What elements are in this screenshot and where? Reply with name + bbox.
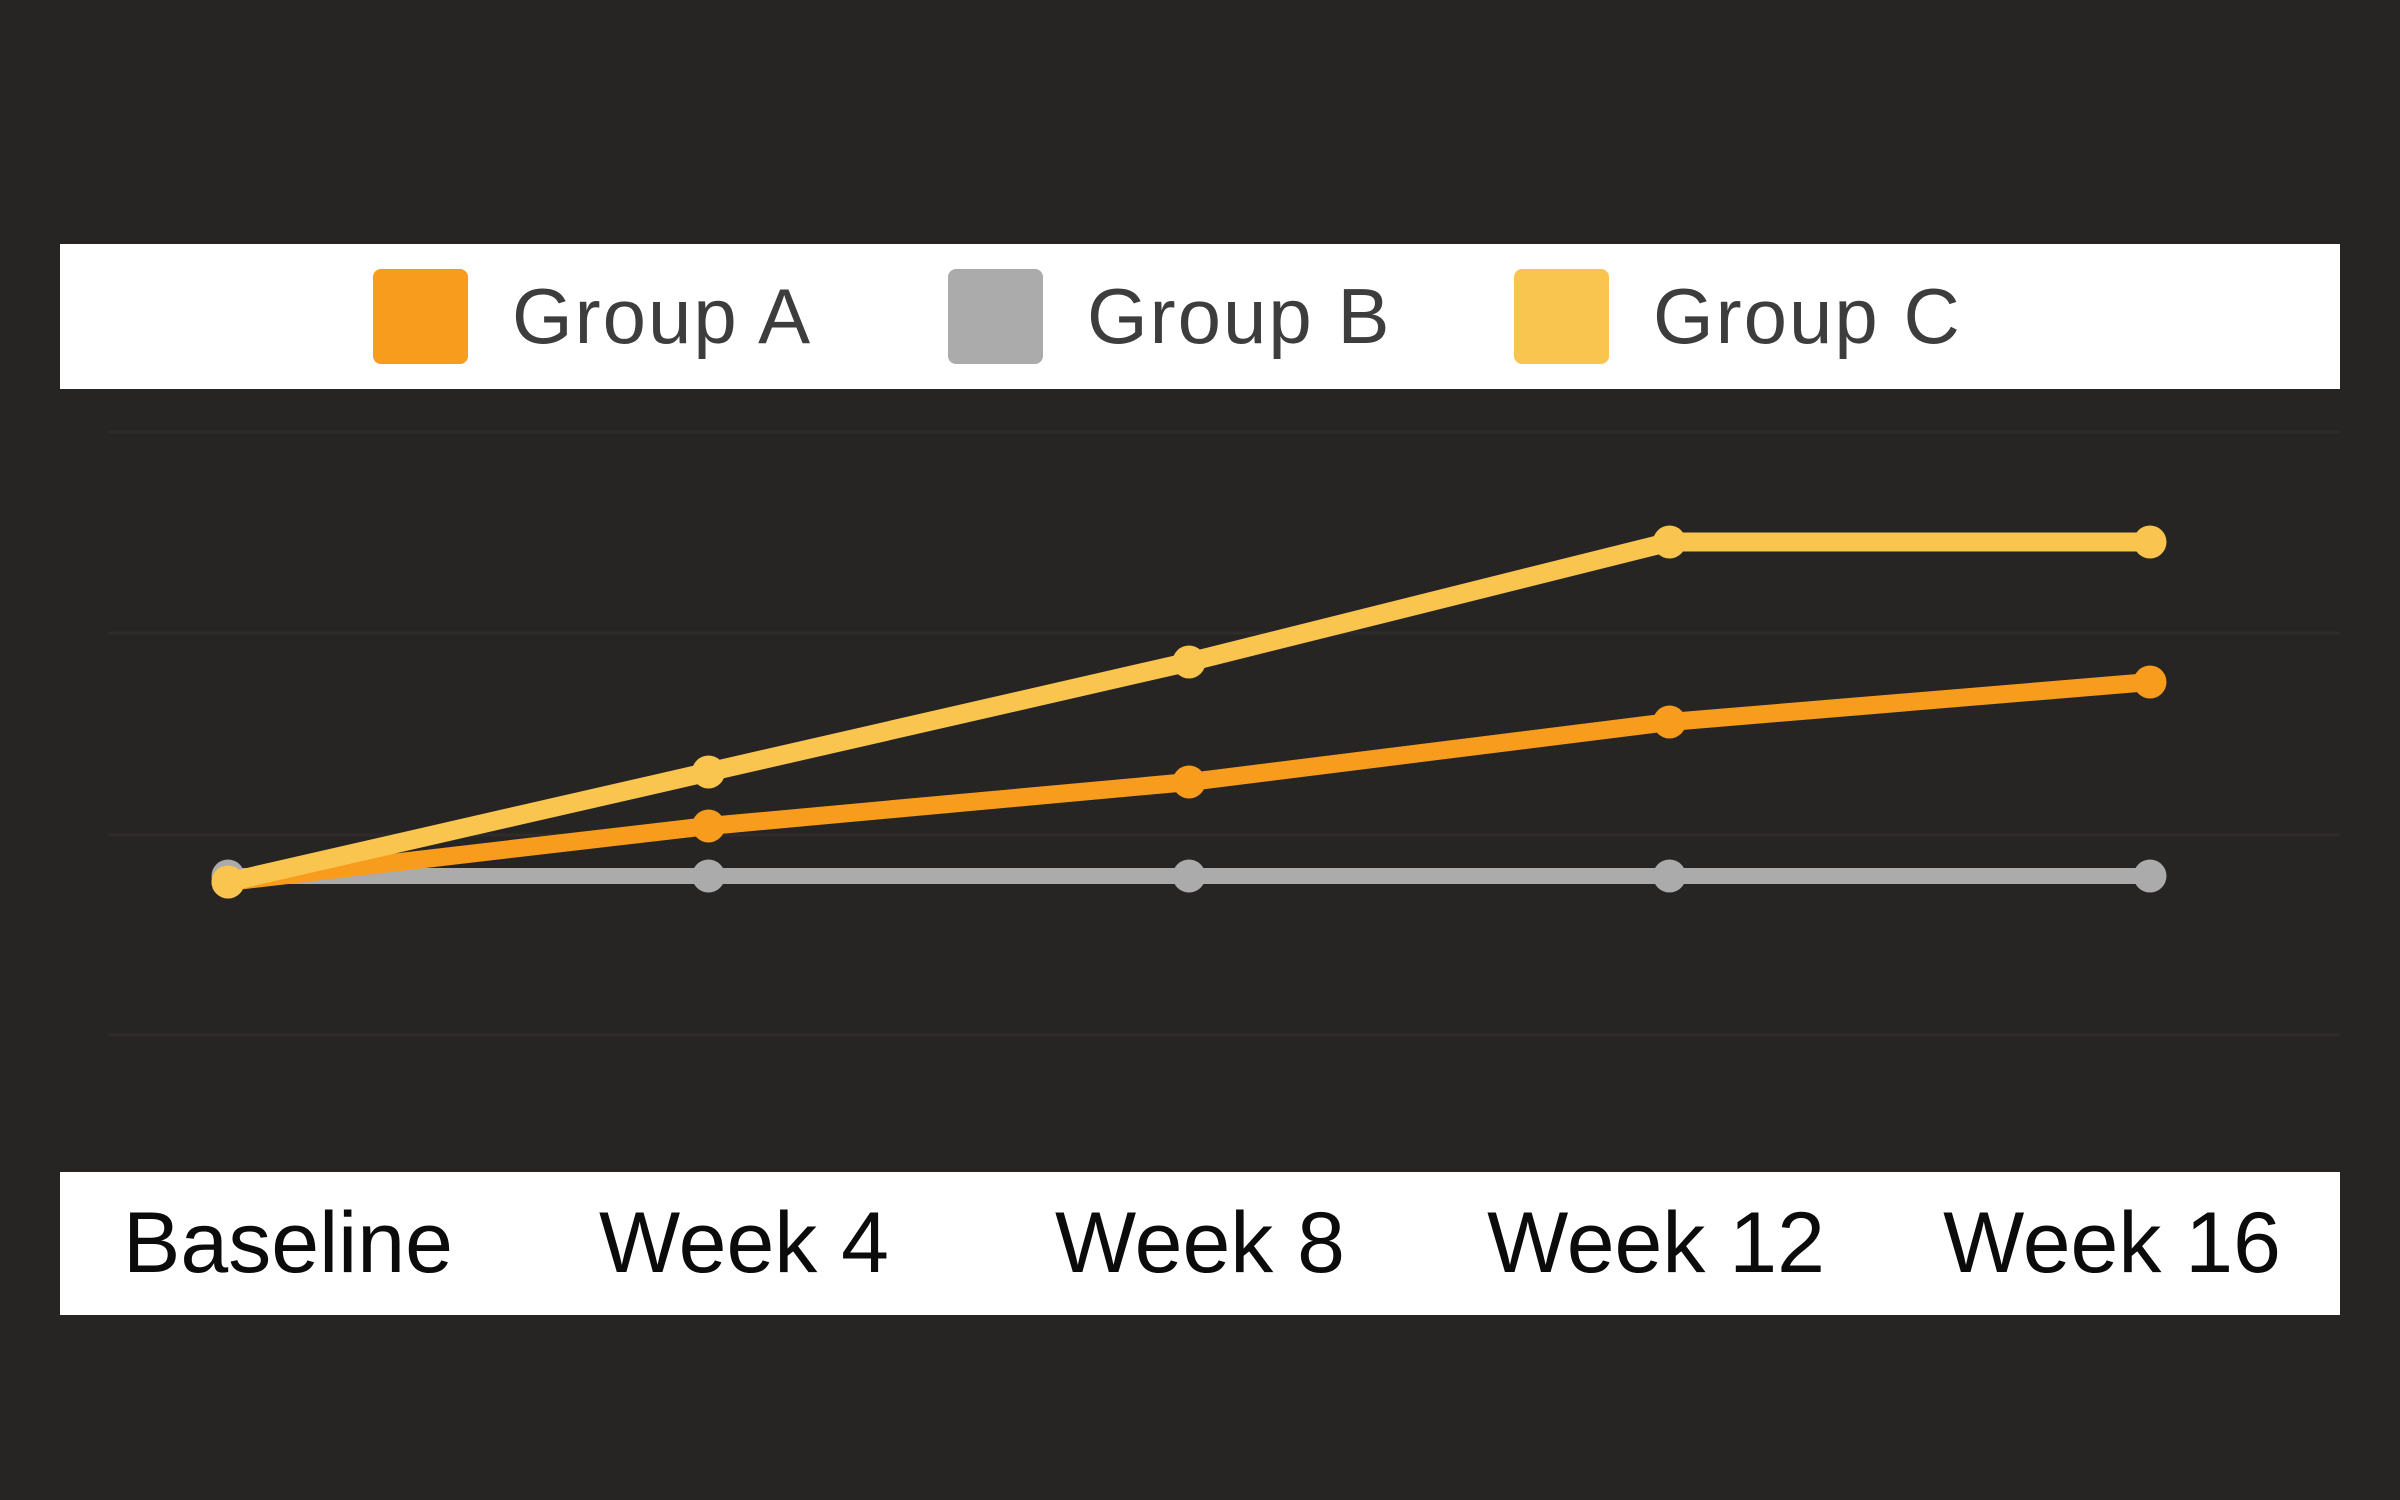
x-axis-label-week-16: Week 16 xyxy=(1943,1195,2281,1291)
legend-label-group-b: Group B xyxy=(1087,272,1392,360)
data-point-group-b xyxy=(1653,859,1686,893)
legend-item-group-b: Group B xyxy=(948,244,1391,389)
x-axis-cell: Baseline xyxy=(60,1172,516,1315)
x-axis-cell: Week 4 xyxy=(516,1172,972,1315)
x-axis-label-bar: Baseline Week 4 Week 8 Week 12 Week 16 xyxy=(60,1172,2340,1315)
data-point-group-b xyxy=(692,859,725,893)
data-point-group-c xyxy=(692,755,725,789)
legend-label-group-c: Group C xyxy=(1653,272,1962,360)
x-axis-label-week-8: Week 8 xyxy=(1055,1195,1345,1291)
data-point-group-c xyxy=(1172,645,1206,679)
x-axis-cell: Week 16 xyxy=(1884,1172,2340,1315)
data-point-group-a xyxy=(692,809,725,843)
x-axis-label-week-4: Week 4 xyxy=(599,1195,889,1291)
legend-item-group-a: Group A xyxy=(373,244,812,389)
data-point-group-b xyxy=(2133,859,2167,893)
legend-swatch-group-c xyxy=(1514,269,1609,364)
data-point-group-b xyxy=(1172,859,1206,893)
legend-swatch-group-a xyxy=(373,269,468,364)
data-point-group-a xyxy=(2133,665,2167,699)
data-point-group-c xyxy=(211,865,245,899)
legend-swatch-group-b xyxy=(948,269,1043,364)
data-point-group-c xyxy=(2133,525,2167,559)
legend: Group A Group B Group C xyxy=(60,244,2340,389)
x-axis-cell: Week 8 xyxy=(972,1172,1428,1315)
data-point-group-a xyxy=(1172,765,1206,799)
legend-item-group-c: Group C xyxy=(1514,244,1962,389)
x-axis-cell: Week 12 xyxy=(1428,1172,1884,1315)
data-point-group-c xyxy=(1653,525,1686,559)
legend-label-group-a: Group A xyxy=(512,272,813,360)
data-point-group-a xyxy=(1653,705,1686,739)
x-axis-label-baseline: Baseline xyxy=(123,1195,453,1291)
x-axis-label-week-12: Week 12 xyxy=(1487,1195,1825,1291)
